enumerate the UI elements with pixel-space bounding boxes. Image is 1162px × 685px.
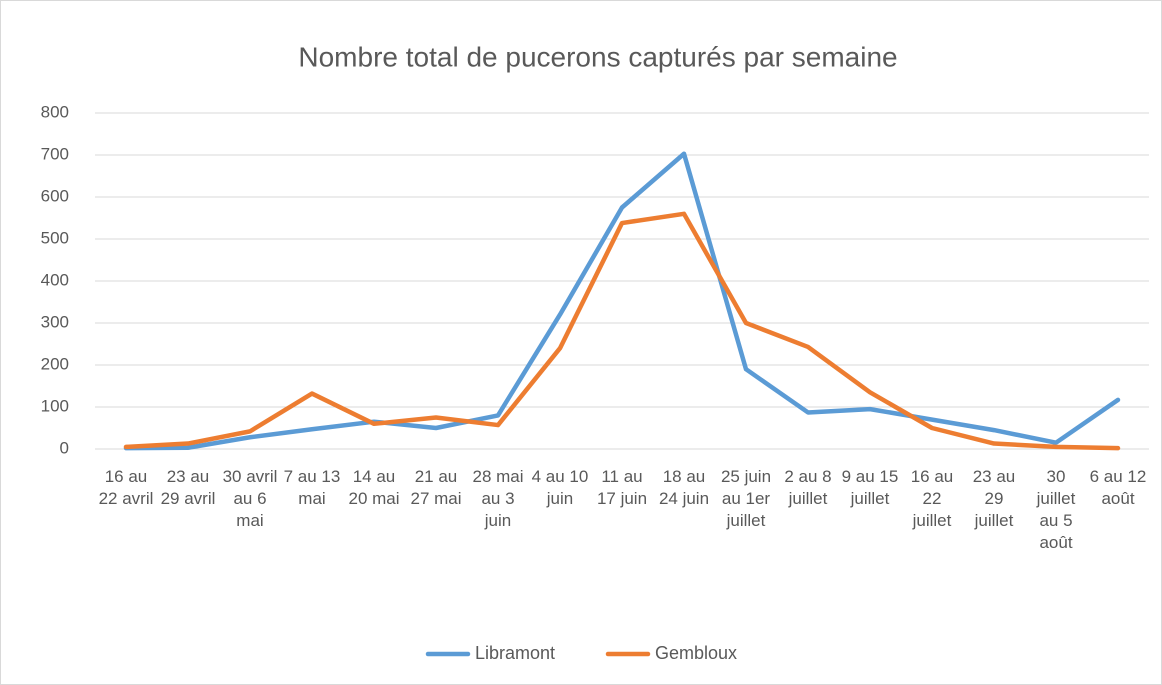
legend-label: Gembloux (655, 643, 737, 663)
y-tick-label: 700 (41, 144, 69, 163)
y-tick-label: 100 (41, 396, 69, 415)
x-tick-label: 6 au 12 août (1089, 467, 1147, 508)
x-tick-label: 14 au 20 mai (348, 467, 400, 508)
y-tick-label: 300 (41, 312, 69, 331)
x-tick-label: 2 au 8 juillet (784, 467, 832, 508)
legend-label: Libramont (475, 643, 555, 663)
chart-title: Nombre total de pucerons capturés par se… (298, 41, 897, 72)
x-tick-label: 4 au 10 juin (531, 467, 589, 508)
y-tick-label: 0 (60, 438, 69, 457)
x-tick-label: 28 mai au 3 juin (472, 467, 524, 530)
x-tick-label: 23 au 29 juillet (972, 467, 1016, 530)
x-tick-label: 16 au 22 juillet (910, 467, 954, 530)
y-tick-label: 400 (41, 270, 69, 289)
y-tick-label: 200 (41, 354, 69, 373)
line-series (123, 211, 1121, 451)
x-tick-label: 25 juin au 1er juillet (720, 467, 772, 530)
x-tick-label: 23 au 29 avril (160, 467, 216, 508)
line-series (123, 151, 1121, 451)
x-tick-label: 30 avril au 6 mai (222, 467, 278, 530)
x-tick-label: 18 au 24 juin (658, 467, 710, 508)
y-tick-label: 500 (41, 228, 69, 247)
y-tick-label: 600 (41, 186, 69, 205)
y-tick-label: 800 (41, 102, 69, 121)
x-tick-label: 11 au 17 juin (596, 467, 648, 508)
x-tick-label: 30 juillet au 5 août (1036, 467, 1076, 552)
x-tick-label: 21 au 27 mai (410, 467, 462, 508)
x-tick-label: 9 au 15 juillet (841, 467, 899, 508)
x-tick-label: 16 au 22 avril (98, 467, 154, 508)
x-tick-label: 7 au 13 mai (283, 467, 341, 508)
